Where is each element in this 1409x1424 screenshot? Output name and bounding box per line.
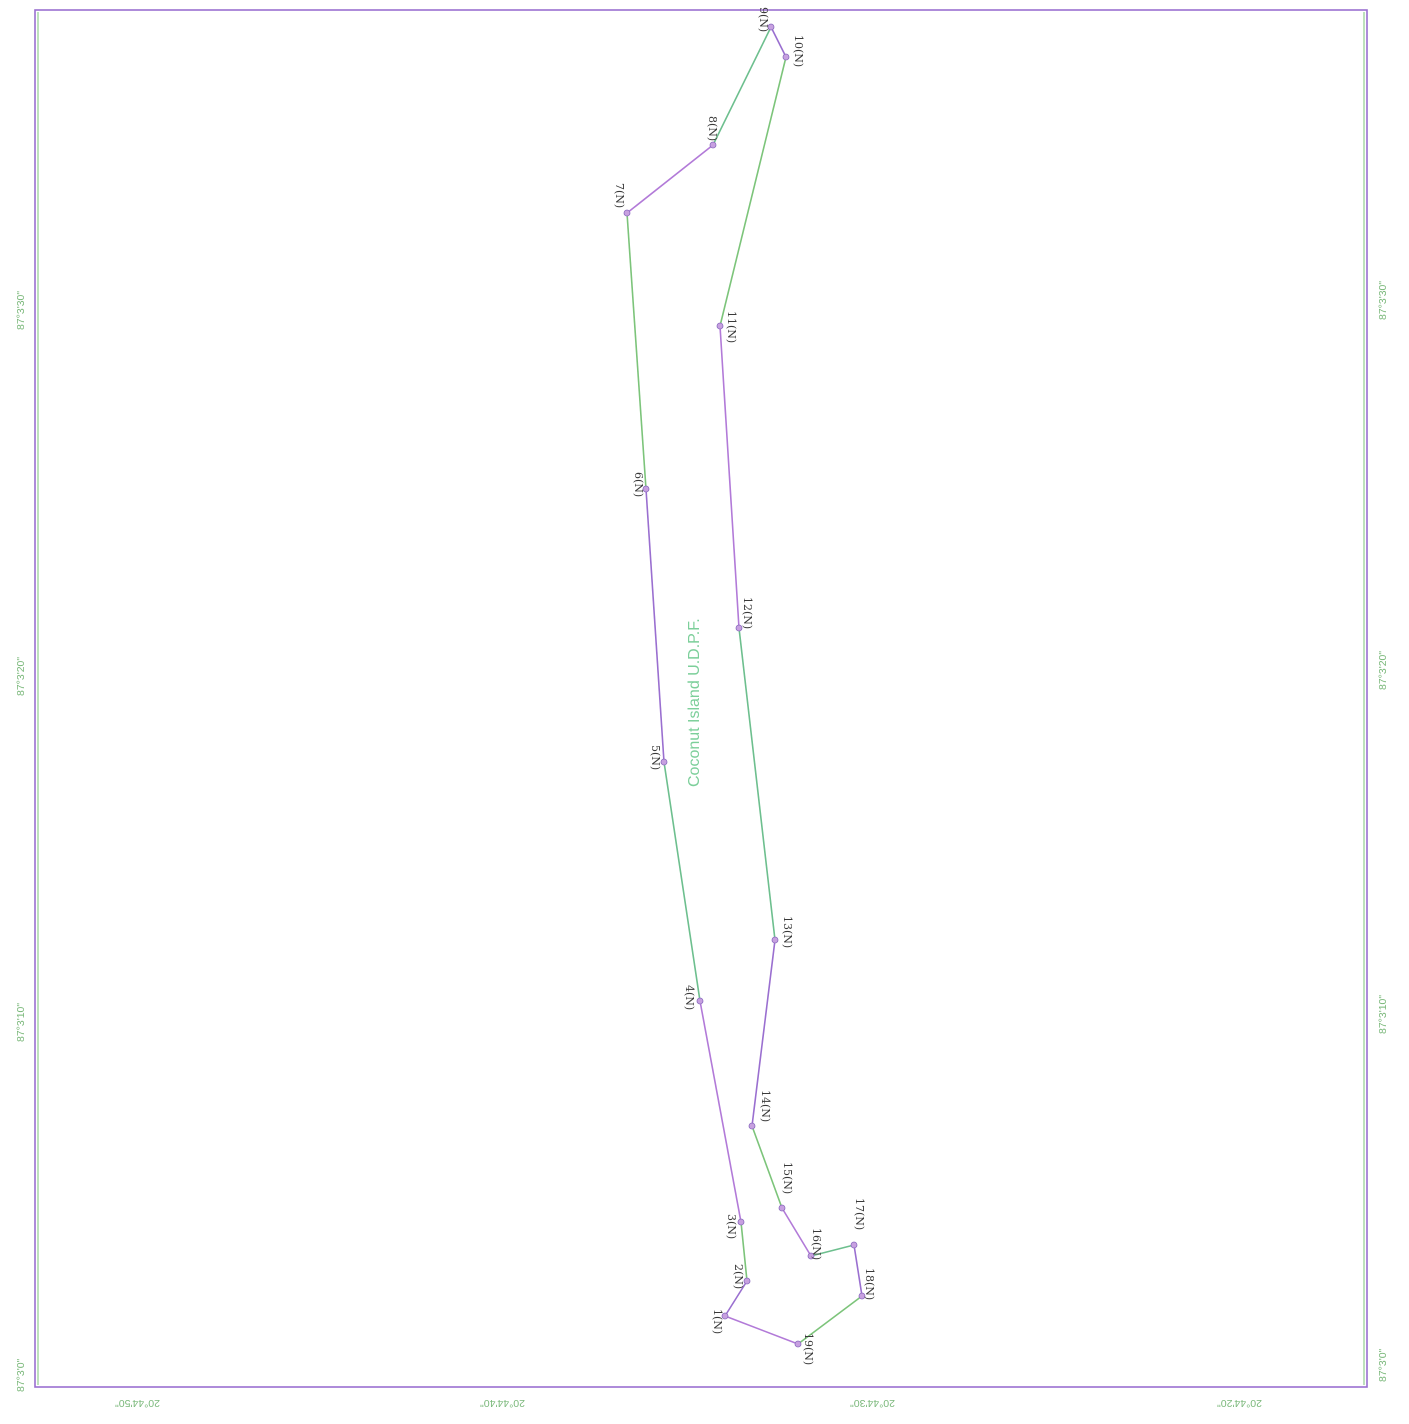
point-label-1: 1(N) bbox=[711, 1309, 724, 1334]
boundary-segment bbox=[712, 26, 772, 146]
boundary-point-4 bbox=[696, 997, 704, 1005]
boundary-point-12 bbox=[735, 624, 743, 632]
right-tick-label-1: 87°3'0" bbox=[1377, 1348, 1389, 1382]
point-label-18: 18(N) bbox=[863, 1268, 876, 1300]
boundary-segment bbox=[663, 761, 701, 1002]
point-label-13: 13(N) bbox=[781, 916, 794, 948]
left-tick-label-3: 87°3'20" bbox=[15, 657, 27, 696]
boundary-segment bbox=[719, 56, 787, 327]
point-label-10: 10(N) bbox=[792, 35, 805, 67]
right-tick-label-2: 87°3'10" bbox=[1377, 995, 1389, 1034]
right-tick-label-4: 87°3'30" bbox=[1377, 281, 1389, 320]
bottom-tick-label-4: 20°44'20" bbox=[1217, 1397, 1262, 1409]
point-label-17: 17(N) bbox=[853, 1198, 866, 1230]
boundary-segment bbox=[724, 1315, 799, 1345]
boundary-points bbox=[623, 23, 866, 1348]
boundary-segment bbox=[751, 1125, 783, 1209]
right-tick-label-3: 87°3'20" bbox=[1377, 651, 1389, 690]
boundary-point-7 bbox=[623, 209, 631, 217]
boundary-segment bbox=[797, 1295, 863, 1345]
point-label-19: 19(N) bbox=[802, 1333, 815, 1365]
point-label-3: 3(N) bbox=[725, 1214, 738, 1239]
boundary-segment bbox=[626, 212, 647, 490]
boundary-segment bbox=[751, 939, 776, 1127]
point-labels: 1(N) 2(N) 3(N) 4(N) 5(N) 6(N) 7(N) 8(N) … bbox=[613, 7, 876, 1365]
boundary-point-18 bbox=[858, 1292, 866, 1300]
left-tick-label-4: 87°3'30" bbox=[15, 291, 27, 330]
boundary-point-17 bbox=[850, 1241, 858, 1249]
point-label-12: 12(N) bbox=[741, 597, 754, 629]
map-title: Coconut Island U.D.P.F. bbox=[686, 618, 703, 787]
point-label-7: 7(N) bbox=[613, 183, 626, 208]
boundary-segment bbox=[853, 1244, 863, 1297]
point-label-5: 5(N) bbox=[649, 745, 662, 770]
boundary-point-13 bbox=[771, 936, 779, 944]
boundary-segment bbox=[810, 1244, 855, 1257]
point-label-11: 11(N) bbox=[725, 311, 738, 343]
point-label-16: 16(N) bbox=[810, 1228, 823, 1260]
bottom-tick-label-3: 20°44'30" bbox=[850, 1397, 895, 1409]
boundary-point-1 bbox=[721, 1312, 729, 1320]
boundary-point-16 bbox=[807, 1252, 815, 1260]
boundary-point-11 bbox=[716, 322, 724, 330]
boundary-segments bbox=[626, 26, 863, 1345]
boundary-segment bbox=[781, 1207, 812, 1257]
boundary-point-3 bbox=[737, 1218, 745, 1226]
boundary-segment bbox=[645, 488, 665, 763]
boundary-point-19 bbox=[794, 1340, 802, 1348]
point-label-9: 9(N) bbox=[757, 7, 770, 32]
boundary-segment bbox=[699, 1000, 742, 1223]
left-tick-label-2: 87°3'10" bbox=[15, 1003, 27, 1042]
left-tick-label-1: 87°3'0" bbox=[15, 1358, 27, 1392]
point-label-4: 4(N) bbox=[683, 985, 696, 1010]
boundary-point-9 bbox=[767, 23, 775, 31]
boundary-segment bbox=[738, 627, 776, 941]
boundary-segment bbox=[740, 1221, 748, 1282]
bottom-tick-label-1: 20°44'50" bbox=[115, 1397, 160, 1409]
boundary-segment bbox=[719, 325, 740, 629]
boundary-segment bbox=[626, 144, 714, 214]
point-label-14: 14(N) bbox=[759, 1090, 772, 1122]
point-label-6: 6(N) bbox=[632, 472, 645, 497]
bottom-tick-label-2: 20°44'40" bbox=[480, 1397, 525, 1409]
boundary-point-6 bbox=[642, 485, 650, 493]
point-label-8: 8(N) bbox=[706, 116, 719, 141]
boundary-segment bbox=[724, 1280, 748, 1317]
boundary-point-2 bbox=[743, 1277, 751, 1285]
boundary-point-10 bbox=[782, 53, 790, 61]
boundary-segment bbox=[770, 26, 787, 58]
point-label-2: 2(N) bbox=[732, 1264, 745, 1289]
boundary-point-15 bbox=[778, 1204, 786, 1212]
boundary-point-5 bbox=[660, 758, 668, 766]
boundary-point-8 bbox=[709, 141, 717, 149]
point-label-15: 15(N) bbox=[781, 1162, 794, 1194]
map-frame bbox=[34, 9, 1368, 1388]
boundary-point-14 bbox=[748, 1122, 756, 1130]
